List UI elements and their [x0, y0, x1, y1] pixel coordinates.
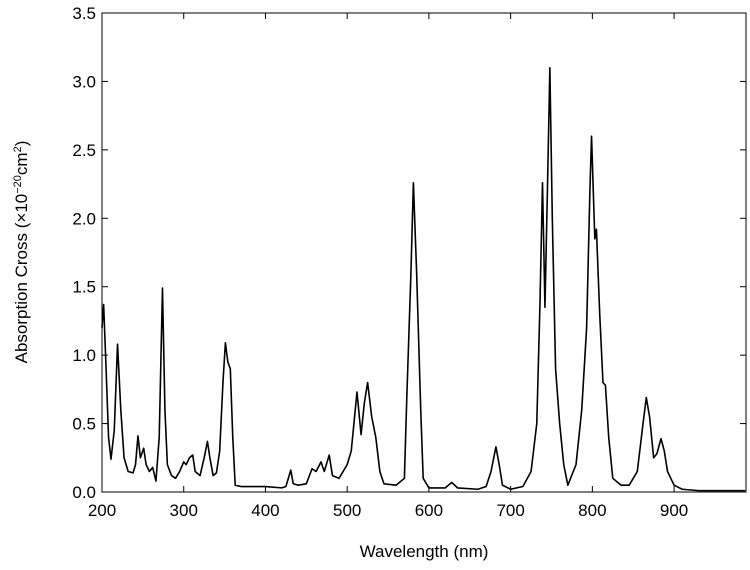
y-tick-label: 0.0 [72, 483, 96, 502]
x-axis-label: Wavelength (nm) [360, 542, 489, 561]
x-tick-label: 800 [578, 501, 606, 520]
y-tick-label: 3.5 [72, 4, 96, 23]
x-tick-label: 700 [496, 501, 524, 520]
x-tick-label: 300 [170, 501, 198, 520]
x-tick-label: 600 [415, 501, 443, 520]
y-tick-label: 3.0 [72, 72, 96, 91]
y-axis-label-part: 2 [12, 146, 24, 152]
y-axis-label-part: Absorption Cross (×10 [12, 194, 31, 364]
x-tick-label: 400 [251, 501, 279, 520]
y-axis-label: Absorption Cross (×10−20cm2) [12, 141, 31, 364]
y-axis-label-part: −20 [12, 175, 24, 194]
spectrum-line [101, 66, 746, 492]
x-tick-label: 500 [333, 501, 361, 520]
y-tick-label: 2.5 [72, 141, 96, 160]
y-tick-label: 1.5 [72, 278, 96, 297]
y-axis-label-part: cm [12, 152, 31, 175]
y-tick-label: 2.0 [72, 209, 96, 228]
x-tick-label: 200 [88, 501, 116, 520]
y-axis-label-part: ) [12, 141, 31, 147]
plot-frame [101, 12, 747, 493]
x-tick-label: 900 [660, 501, 688, 520]
y-tick-label: 1.0 [72, 346, 96, 365]
y-tick-label: 0.5 [72, 415, 96, 434]
